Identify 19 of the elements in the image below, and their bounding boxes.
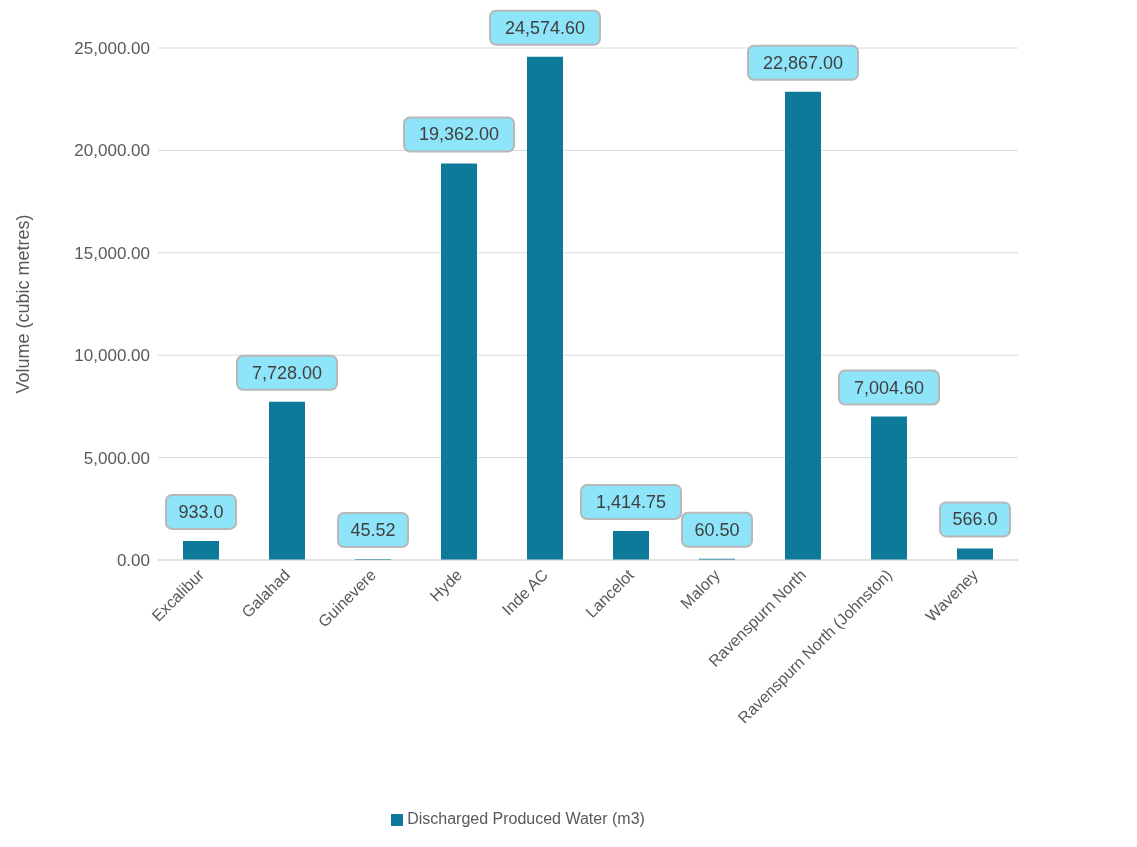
data-label: 22,867.00 [762, 52, 844, 73]
y-tick-label: 0.00 [116, 551, 150, 571]
data-label: 7,728.00 [251, 362, 323, 383]
y-tick-label: 25,000.00 [74, 39, 150, 59]
y-tick-label: 20,000.00 [74, 141, 150, 161]
data-label: 24,574.60 [504, 17, 586, 38]
legend-label: Discharged Produced Water (m3) [407, 810, 645, 827]
data-label: 60.50 [694, 519, 740, 540]
data-label: 1,414.75 [595, 492, 667, 513]
data-label: 7,004.60 [853, 377, 925, 398]
data-label: 19,362.00 [418, 124, 500, 145]
y-tick-label: 5,000.00 [83, 448, 150, 468]
data-label: 933.0 [178, 501, 224, 522]
y-axis-title: Volume (cubic metres) [13, 214, 34, 394]
x-tick-label: Inde AC [498, 566, 552, 619]
data-label: 566.0 [952, 509, 998, 530]
data-label: 45.52 [350, 520, 396, 541]
y-tick-label: 15,000.00 [74, 243, 150, 263]
y-tick-label: 10,000.00 [74, 346, 150, 366]
